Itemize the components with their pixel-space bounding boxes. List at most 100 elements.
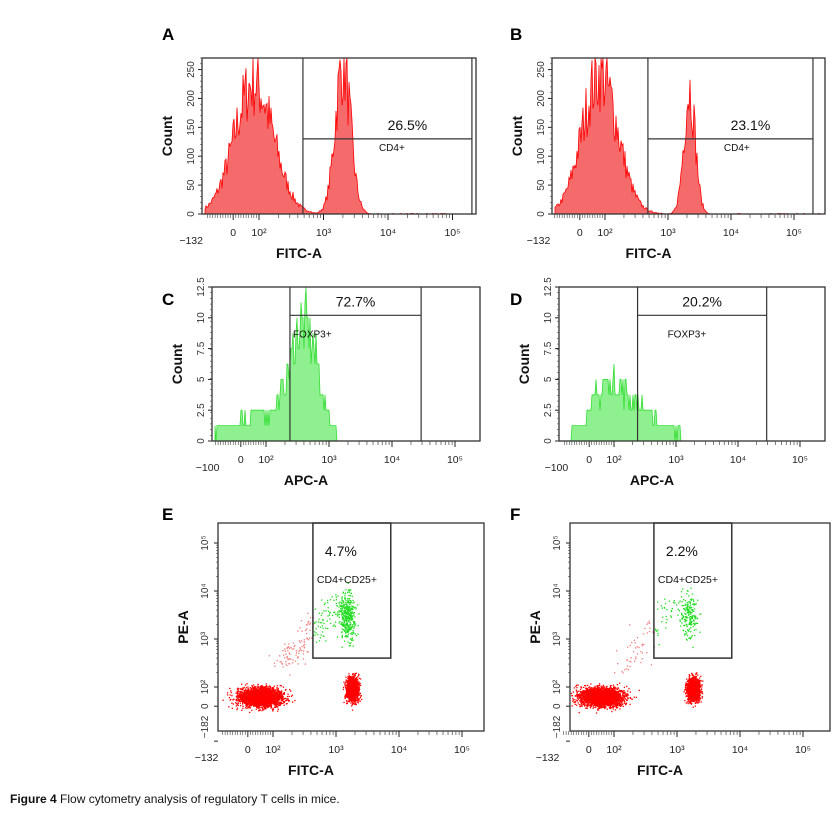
event-dot xyxy=(359,694,361,696)
y-tick-label: 10 xyxy=(196,312,207,324)
event-dot xyxy=(345,676,347,678)
event-dot xyxy=(279,691,281,694)
event-dot xyxy=(262,686,264,688)
event-dot xyxy=(245,700,247,702)
event-dot xyxy=(257,707,259,709)
event-dot xyxy=(292,662,294,664)
event-dot xyxy=(345,627,347,629)
event-dot xyxy=(266,698,268,700)
event-dot xyxy=(281,698,283,700)
event-dot xyxy=(352,612,354,614)
event-dot xyxy=(247,690,250,693)
event-dot xyxy=(283,698,285,700)
event-dot xyxy=(247,688,249,690)
gate-name: CD4+ xyxy=(724,143,750,154)
event-dot xyxy=(282,699,285,701)
event-dot xyxy=(248,704,250,706)
event-dot xyxy=(264,689,266,691)
event-dot xyxy=(254,693,257,696)
event-dot xyxy=(346,700,348,702)
event-dot xyxy=(346,618,348,620)
x-tick-label: 10² xyxy=(251,227,267,239)
event-dot xyxy=(337,614,339,616)
event-dot xyxy=(348,613,350,615)
event-dot xyxy=(352,698,354,700)
event-dot xyxy=(263,693,265,695)
event-dot xyxy=(268,695,270,698)
event-dot xyxy=(341,614,343,616)
event-dot xyxy=(351,595,353,597)
event-dot xyxy=(352,630,354,632)
event-dot xyxy=(292,642,295,644)
event-dot xyxy=(249,692,251,694)
event-dot xyxy=(355,686,358,688)
event-dot xyxy=(348,619,350,621)
plot-frame xyxy=(201,57,477,215)
event-dot xyxy=(343,605,345,607)
event-dot xyxy=(248,691,251,693)
event-dot xyxy=(247,698,249,700)
event-dot xyxy=(270,690,272,692)
event-dot xyxy=(350,600,352,602)
event-dot xyxy=(277,708,279,710)
event-dot xyxy=(352,676,354,678)
event-dot xyxy=(239,688,242,690)
event-dot xyxy=(332,625,334,627)
x-tick-label: 0 xyxy=(230,227,236,239)
event-dot xyxy=(346,601,348,603)
event-dot xyxy=(279,695,282,697)
event-dot xyxy=(274,696,276,698)
event-dot xyxy=(252,691,254,693)
event-dot xyxy=(341,631,343,633)
event-dot xyxy=(354,674,356,676)
event-dot xyxy=(348,628,351,630)
event-dot xyxy=(260,697,263,700)
event-dot xyxy=(277,689,279,691)
gate-name: FOXP3+ xyxy=(668,329,707,340)
event-dot xyxy=(271,698,273,701)
event-dot xyxy=(348,694,351,697)
event-dot xyxy=(249,701,251,703)
event-dot xyxy=(344,611,346,614)
event-dot xyxy=(348,682,350,685)
event-dot xyxy=(345,681,347,684)
event-dot xyxy=(246,703,248,706)
event-dot xyxy=(247,686,249,688)
event-dot xyxy=(245,689,247,692)
event-dot xyxy=(273,696,275,698)
event-dot xyxy=(282,686,285,688)
event-dot xyxy=(295,654,297,656)
event-dot xyxy=(249,698,252,700)
event-dot xyxy=(243,697,245,699)
event-dot xyxy=(348,620,350,623)
event-dot xyxy=(257,690,259,692)
event-dot xyxy=(353,632,355,634)
event-dot xyxy=(347,635,349,637)
event-dot xyxy=(272,707,274,709)
event-dot xyxy=(342,625,344,627)
event-dot xyxy=(264,687,266,689)
event-dot xyxy=(236,698,238,700)
y-tick-label: 150 xyxy=(536,119,547,136)
event-dot xyxy=(338,622,340,624)
event-dot xyxy=(334,613,337,615)
event-dot xyxy=(265,694,267,696)
event-dot xyxy=(348,701,350,703)
plot-frame xyxy=(551,57,826,215)
event-dot xyxy=(339,601,341,603)
event-dot xyxy=(268,688,270,690)
event-dot xyxy=(349,679,352,682)
event-dot xyxy=(348,693,350,695)
event-dot xyxy=(349,614,352,616)
event-dot xyxy=(248,696,250,698)
event-dot xyxy=(355,677,358,679)
event-dot xyxy=(354,691,356,693)
event-dot xyxy=(272,708,275,711)
event-dot xyxy=(267,690,269,693)
x-tick-label: 10³ xyxy=(316,227,332,239)
event-dot xyxy=(256,695,259,697)
event-dot xyxy=(352,679,354,681)
event-dot xyxy=(357,694,359,696)
event-dot xyxy=(350,589,352,591)
event-dot xyxy=(282,693,284,695)
